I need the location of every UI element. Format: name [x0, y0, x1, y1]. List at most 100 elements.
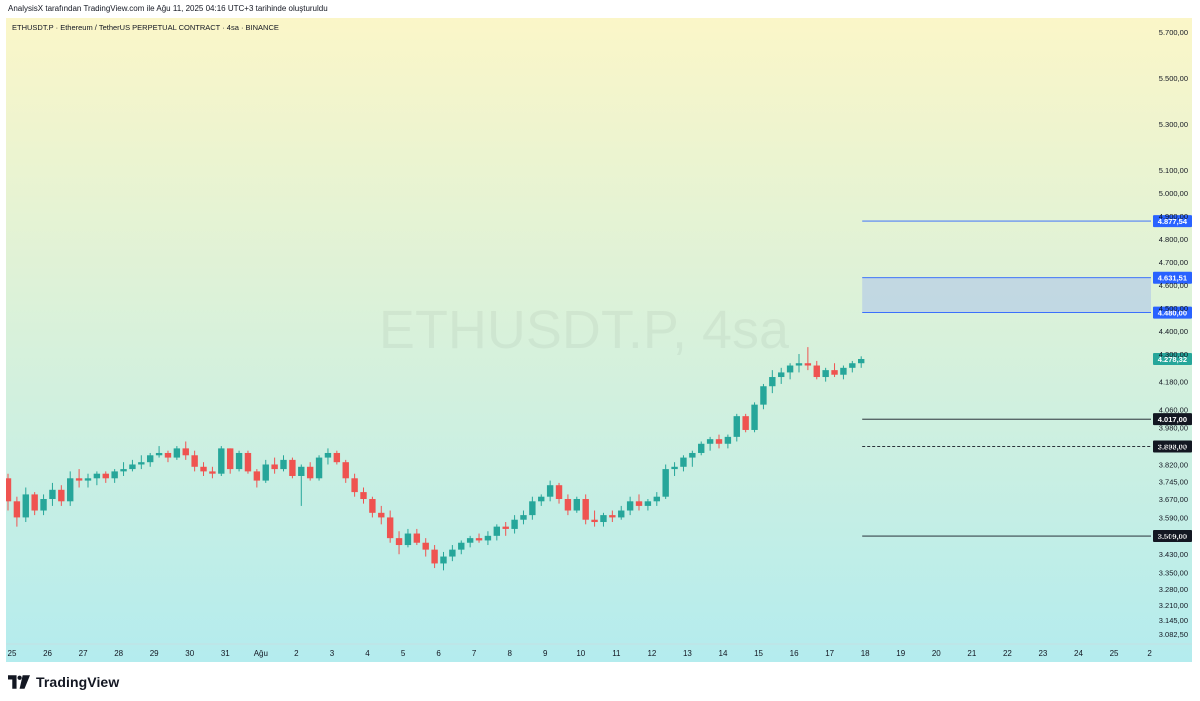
- candle-body: [351, 478, 358, 493]
- x-tick-label: 17: [825, 649, 834, 658]
- footer: TradingView: [8, 672, 119, 692]
- x-tick-label: 27: [79, 649, 88, 658]
- candle-body: [200, 466, 207, 472]
- candle-body: [724, 436, 732, 444]
- candle-body: [644, 501, 652, 506]
- candle-body: [493, 526, 501, 536]
- svg-text:3.509,00: 3.509,00: [1158, 532, 1187, 541]
- candle-body: [520, 515, 527, 520]
- y-tick-label: 3.145,00: [1159, 616, 1188, 625]
- svg-text:4.480,00: 4.480,00: [1158, 309, 1187, 318]
- candle-body: [93, 473, 101, 479]
- y-tick-label: 3.900,00: [1159, 442, 1188, 451]
- candle-body: [671, 466, 678, 470]
- y-tick-label: 3.082,50: [1159, 630, 1188, 639]
- x-tick-label: 23: [1038, 649, 1047, 658]
- y-tick-label: 3.280,00: [1159, 585, 1188, 594]
- chart-area[interactable]: ETHUSDT.P, 4sa 4.877,54 4.631,51 4.480,00 4…: [6, 18, 1192, 662]
- candle-body: [458, 542, 465, 550]
- svg-text:4.017,00: 4.017,00: [1158, 415, 1187, 424]
- candle-body: [440, 556, 447, 564]
- candle-body: [840, 367, 847, 375]
- price-chart[interactable]: ETHUSDT.P, 4sa 4.877,544.631,514.480,004…: [6, 18, 1192, 662]
- candle-body: [742, 416, 749, 430]
- candle-body: [555, 485, 563, 500]
- candle-body: [111, 471, 118, 479]
- y-tick-label: 4.900,00: [1159, 212, 1188, 221]
- candle-body: [58, 489, 65, 502]
- x-tick-label: 3: [330, 649, 335, 658]
- x-tick-label: 6: [436, 649, 441, 658]
- price-level-label[interactable]: 4.631,51: [1153, 271, 1192, 284]
- candle-body: [849, 363, 856, 368]
- candle-body: [680, 457, 687, 467]
- candle-body: [484, 535, 492, 541]
- candle-body: [813, 365, 820, 378]
- last-price-label[interactable]: 4.278,32: [1153, 353, 1192, 366]
- candle-body: [369, 499, 376, 513]
- x-tick-label: Ağu: [254, 649, 268, 658]
- candle-body: [564, 499, 572, 511]
- candle-body: [511, 519, 518, 529]
- candle-body: [822, 370, 829, 378]
- candle-body: [715, 439, 723, 444]
- x-tick-label: 13: [683, 649, 692, 658]
- candle-body: [733, 416, 740, 437]
- candle-body: [191, 455, 198, 467]
- candle-body: [378, 512, 385, 518]
- svg-text:4.877,54: 4.877,54: [1158, 217, 1188, 226]
- y-tick-label: 4.400,00: [1159, 327, 1188, 336]
- candle-body: [662, 469, 669, 497]
- chart-attribution-note: AnalysisX tarafından TradingView.com ile…: [8, 4, 328, 13]
- candle-body: [786, 365, 794, 373]
- candle-body: [244, 452, 252, 472]
- y-tick-label: 5.700,00: [1159, 28, 1188, 37]
- candle-body: [609, 515, 616, 518]
- price-level-label[interactable]: 3.509,00: [1153, 530, 1192, 543]
- y-tick-label: 4.700,00: [1159, 258, 1188, 267]
- candle-body: [653, 496, 660, 502]
- x-tick-label: 2: [294, 649, 299, 658]
- candle-body: [858, 359, 865, 364]
- y-tick-label: 5.300,00: [1159, 120, 1188, 129]
- candle-body: [431, 549, 438, 564]
- candle-body: [582, 499, 589, 520]
- y-tick-label: 3.980,00: [1159, 424, 1188, 433]
- candle-body: [298, 466, 305, 476]
- y-tick-label: 4.060,00: [1159, 405, 1188, 414]
- y-tick-label: 4.800,00: [1159, 235, 1188, 244]
- candle-body: [449, 549, 456, 557]
- x-tick-label: 25: [8, 649, 17, 658]
- symbol-watermark: ETHUSDT.P, 4sa: [379, 300, 790, 360]
- candle-body: [342, 462, 349, 479]
- candle-body: [75, 478, 83, 481]
- candle-body: [778, 372, 785, 378]
- candle-body: [138, 462, 145, 465]
- x-tick-label: 10: [576, 649, 585, 658]
- candle-body: [226, 448, 234, 470]
- candle-body: [84, 478, 92, 481]
- candle-body: [475, 538, 483, 541]
- candle-body: [235, 452, 243, 470]
- price-level-label[interactable]: 4.877,54: [1153, 215, 1192, 228]
- candle-body: [31, 494, 38, 511]
- candle-body: [769, 377, 776, 387]
- y-tick-label: 3.430,00: [1159, 550, 1188, 559]
- x-tick-label: 29: [150, 649, 159, 658]
- x-tick-label: 2: [1147, 649, 1152, 658]
- x-tick-label: 19: [896, 649, 905, 658]
- price-level-label[interactable]: 4.017,00: [1153, 413, 1192, 426]
- candle-body: [67, 478, 74, 502]
- x-tick-label: 30: [185, 649, 194, 658]
- y-tick-label: 4.180,00: [1159, 378, 1188, 387]
- price-level-label[interactable]: 3.898,00: [1153, 440, 1192, 453]
- y-tick-label: 5.000,00: [1159, 189, 1188, 198]
- candle-body: [120, 469, 127, 472]
- price-level-label[interactable]: 4.480,00: [1153, 306, 1192, 319]
- candle-body: [635, 501, 643, 506]
- y-tick-label: 5.500,00: [1159, 74, 1188, 83]
- y-tick-label: 4.500,00: [1159, 304, 1188, 313]
- candle-body: [591, 519, 598, 523]
- y-tick-label: 3.820,00: [1159, 460, 1188, 469]
- candle-body: [40, 499, 47, 511]
